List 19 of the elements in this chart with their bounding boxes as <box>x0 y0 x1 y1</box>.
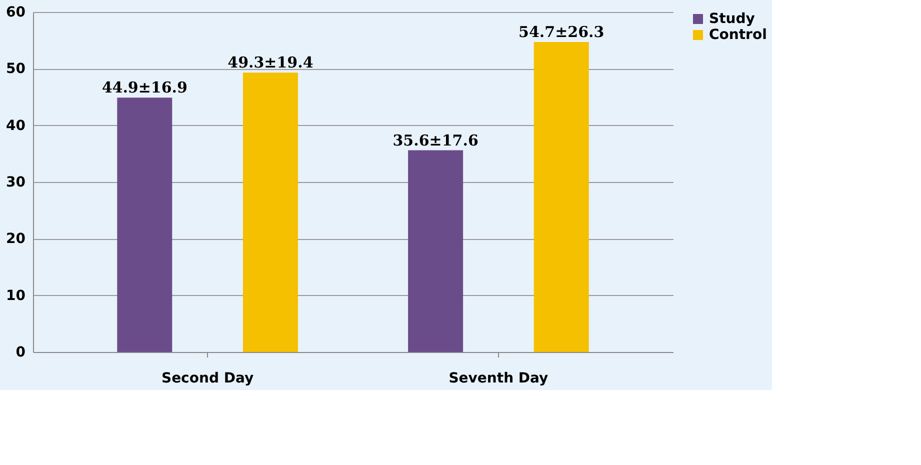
y-tick-label: 20 <box>6 231 26 248</box>
y-tick-label: 40 <box>6 118 26 134</box>
data-label: 49.3±19.4 <box>228 54 314 72</box>
legend-label: Control <box>709 27 767 43</box>
bar <box>242 72 298 352</box>
x-tick-label: Second Day <box>161 370 254 386</box>
y-tick-label: 0 <box>16 344 26 360</box>
bar <box>408 150 464 352</box>
data-label: 54.7±26.3 <box>518 23 604 42</box>
y-tick-label: 30 <box>6 174 26 190</box>
y-tick-label: 50 <box>6 61 26 78</box>
y-tick-label: 60 <box>6 4 26 20</box>
bar <box>534 42 589 352</box>
x-tick-label: Seventh Day <box>448 370 548 386</box>
legend-label: Study <box>709 11 755 27</box>
bar <box>117 98 172 352</box>
y-tick-label: 10 <box>6 288 26 304</box>
data-label: 44.9±16.9 <box>102 78 188 97</box>
data-label: 35.6±17.6 <box>392 131 478 150</box>
